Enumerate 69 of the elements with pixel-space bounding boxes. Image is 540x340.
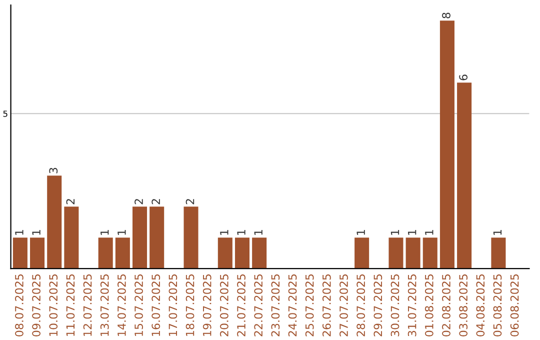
bar <box>440 20 454 269</box>
bar <box>132 206 148 269</box>
bar <box>388 238 404 269</box>
bar <box>30 238 45 269</box>
x-tick-label: 28.07.2025 <box>356 274 366 336</box>
bar <box>98 238 113 269</box>
bar <box>406 238 420 269</box>
x-tick-label: 16.07.2025 <box>152 274 160 336</box>
x-tick-label: 19.07.2025 <box>202 274 212 336</box>
x-tick-label: 14.07.2025 <box>118 274 126 336</box>
data-label: 1 <box>408 230 416 235</box>
x-tick-label: 08.07.2025 <box>15 274 24 336</box>
x-tick-label: 09.07.2025 <box>32 274 40 336</box>
bar <box>12 238 28 269</box>
bar <box>457 82 472 269</box>
data-label: 2 <box>186 199 194 204</box>
data-label: 1 <box>237 230 246 235</box>
data-label: 1 <box>425 230 434 235</box>
x-tick-label: 27.07.2025 <box>340 274 348 336</box>
x-tick-label: 11.07.2025 <box>66 274 75 336</box>
x-tick-label: 06.08.2025 <box>510 274 519 336</box>
bar <box>150 206 164 269</box>
data-label: 1 <box>390 230 400 235</box>
x-tick-label: 13.07.2025 <box>100 274 109 336</box>
data-label: 2 <box>66 199 75 204</box>
x-tick-label: 10.07.2025 <box>49 274 58 336</box>
x-tick-label: 30.07.2025 <box>390 274 400 336</box>
data-label: 1 <box>118 230 126 235</box>
x-tick-label: 26.07.2025 <box>322 274 331 336</box>
x-tick-label: 02.08.2025 <box>442 274 450 336</box>
data-label: 1 <box>356 230 365 235</box>
x-tick-label: 17.07.2025 <box>168 274 178 336</box>
bar <box>64 206 79 269</box>
x-tick-label: 12.07.2025 <box>83 274 92 336</box>
data-label: 1 <box>254 230 262 235</box>
data-label: 2 <box>152 199 160 204</box>
y-tick-label: 5 <box>3 110 8 117</box>
x-tick-label: 04.08.2025 <box>476 274 485 336</box>
data-label: 1 <box>15 230 24 235</box>
data-label: 1 <box>100 230 109 235</box>
x-tick-label: 20.07.2025 <box>220 274 228 336</box>
bar <box>218 238 232 269</box>
data-label: 1 <box>493 230 502 235</box>
x-tick-label: 05.08.2025 <box>493 274 502 336</box>
data-label: 2 <box>134 199 143 204</box>
data-label: 3 <box>49 168 58 174</box>
x-tick-label: 21.07.2025 <box>237 274 246 336</box>
x-tick-label: 23.07.2025 <box>271 274 280 336</box>
bar <box>252 238 267 269</box>
x-tick-label: 22.07.2025 <box>254 274 263 336</box>
bar <box>184 206 198 269</box>
x-tick-label: 25.07.2025 <box>305 274 314 336</box>
data-label: 1 <box>220 230 228 235</box>
x-tick-label: 18.07.2025 <box>186 274 194 336</box>
bar <box>47 176 62 269</box>
x-tick-label: 01.08.2025 <box>424 274 434 336</box>
x-tick-label: 15.07.2025 <box>134 274 143 336</box>
bar <box>115 238 130 269</box>
bar <box>234 238 250 269</box>
x-tick-label: 24.07.2025 <box>288 274 297 336</box>
data-label: 8 <box>442 12 450 18</box>
x-tick-label: 29.07.2025 <box>374 274 382 336</box>
bar <box>354 238 370 269</box>
x-tick-label: 03.08.2025 <box>459 274 468 336</box>
data-label: 6 <box>459 74 468 80</box>
bar <box>491 238 506 269</box>
x-tick-label: 31.07.2025 <box>408 274 416 336</box>
bar <box>422 238 438 269</box>
data-label: 1 <box>32 230 40 235</box>
